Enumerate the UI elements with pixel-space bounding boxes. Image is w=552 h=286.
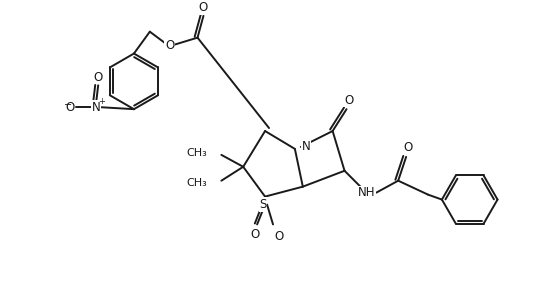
Text: −: − bbox=[65, 100, 72, 110]
Text: O: O bbox=[344, 94, 353, 107]
Text: O: O bbox=[274, 230, 284, 243]
Text: O: O bbox=[251, 228, 260, 241]
Text: N: N bbox=[302, 140, 311, 153]
Text: O: O bbox=[199, 1, 208, 14]
Text: S: S bbox=[259, 198, 267, 211]
Text: CH₃: CH₃ bbox=[187, 178, 208, 188]
Text: N: N bbox=[92, 101, 100, 114]
Text: CH₃: CH₃ bbox=[187, 148, 208, 158]
Text: NH: NH bbox=[358, 186, 375, 199]
Text: +: + bbox=[98, 97, 104, 106]
Text: O: O bbox=[404, 141, 413, 154]
Text: O: O bbox=[65, 101, 75, 114]
Text: O: O bbox=[93, 71, 103, 84]
Text: O: O bbox=[165, 39, 174, 52]
